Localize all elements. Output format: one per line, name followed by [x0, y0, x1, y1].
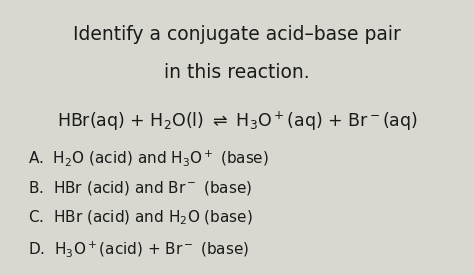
Text: HBr(aq) + H$_2$O(l) $\rightleftharpoons$ H$_3$O$^+$(aq) + Br$^-$(aq): HBr(aq) + H$_2$O(l) $\rightleftharpoons$… [56, 110, 418, 133]
Text: B.  HBr (acid) and Br$^-$ (base): B. HBr (acid) and Br$^-$ (base) [28, 179, 253, 197]
Text: in this reaction.: in this reaction. [164, 63, 310, 82]
Text: A.  H$_2$O (acid) and H$_3$O$^+$ (base): A. H$_2$O (acid) and H$_3$O$^+$ (base) [28, 148, 269, 168]
Text: D.  H$_3$O$^+$(acid) + Br$^-$ (base): D. H$_3$O$^+$(acid) + Br$^-$ (base) [28, 239, 249, 259]
Text: C.  HBr (acid) and H$_2$O (base): C. HBr (acid) and H$_2$O (base) [28, 209, 253, 227]
Text: Identify a conjugate acid–base pair: Identify a conjugate acid–base pair [73, 25, 401, 44]
